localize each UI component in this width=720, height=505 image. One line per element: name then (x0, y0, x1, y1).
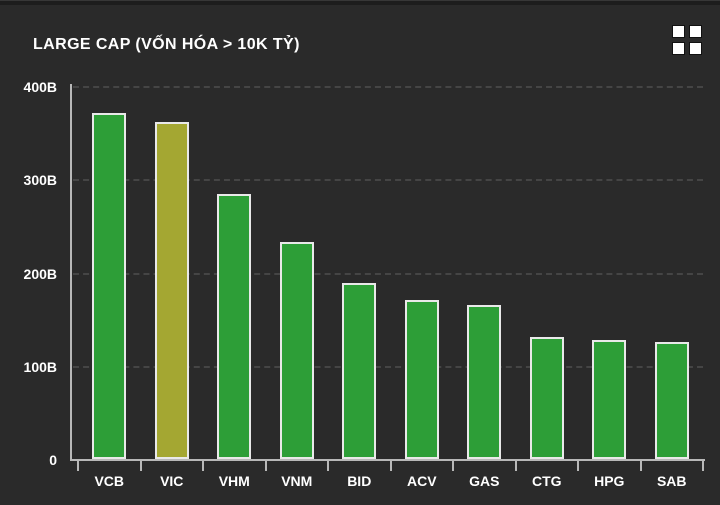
x-axis-label-vnm: VNM (281, 473, 313, 489)
x-axis-tick (452, 460, 454, 471)
y-axis-label-300b: 300B (23, 172, 57, 189)
gridline-300b (73, 179, 703, 182)
x-axis-tick (77, 460, 79, 471)
bar-gas[interactable] (467, 305, 502, 459)
x-axis-label-vhm: VHM (218, 473, 250, 489)
gridline-400b (73, 86, 703, 88)
x-axis-label-gas: GAS (469, 473, 500, 489)
x-axis-label-bid: BID (347, 473, 372, 489)
x-axis-tick (327, 460, 329, 471)
y-axis-label-100b: 100B (23, 358, 57, 375)
bar-vcb[interactable] (92, 113, 127, 459)
bar-vnm[interactable] (279, 241, 314, 459)
y-axis-label-0: 0 (49, 452, 57, 468)
grid-menu-icon-square (689, 42, 702, 55)
x-axis-tick (577, 460, 579, 471)
chart-title: LARGE CAP (VỐN HÓA > 10K TỶ) (33, 36, 300, 53)
grid-menu-icon[interactable] (672, 25, 703, 56)
bar-hpg[interactable] (592, 339, 627, 459)
bar-sab[interactable] (654, 341, 689, 459)
y-axis-label-200b: 200B (23, 265, 57, 282)
x-axis-tick (514, 460, 517, 471)
gridline-100b (73, 365, 703, 368)
x-axis-label-vic: VIC (160, 473, 184, 489)
y-axis-line (70, 84, 72, 461)
x-axis-tick (702, 460, 704, 471)
bar-ctg[interactable] (529, 336, 564, 459)
x-axis-tick (202, 460, 204, 471)
y-axis-label-400b: 400B (23, 79, 57, 95)
bar-vic[interactable] (154, 121, 189, 459)
x-axis-tick (389, 460, 392, 471)
bar-bid[interactable] (342, 282, 377, 459)
x-axis-label-ctg: CTG (531, 473, 562, 489)
top-strip (0, 0, 720, 5)
x-axis-tick (139, 460, 142, 471)
x-axis-tick (264, 460, 267, 471)
x-axis-label-acv: ACV (406, 473, 437, 489)
grid-menu-icon-square (689, 25, 702, 38)
x-axis-label-vcb: VCB (94, 473, 125, 489)
grid-menu-icon-square (672, 25, 685, 38)
bar-vhm[interactable] (217, 194, 252, 459)
x-axis-line (70, 459, 705, 461)
bar-acv[interactable] (404, 299, 439, 459)
grid-menu-icon-square (672, 42, 685, 55)
x-axis-tick (639, 460, 642, 471)
gridline-200b (73, 272, 703, 275)
x-axis-label-hpg: HPG (594, 473, 625, 489)
x-axis-label-sab: SAB (656, 473, 687, 489)
